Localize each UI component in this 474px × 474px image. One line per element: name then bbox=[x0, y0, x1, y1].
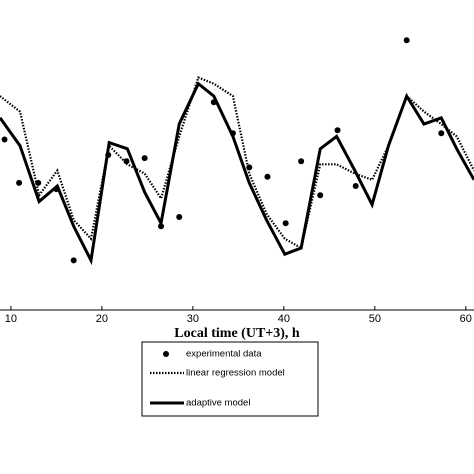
data-point bbox=[141, 155, 148, 162]
line-series bbox=[0, 81, 474, 266]
x-tick-label: 50 bbox=[369, 313, 381, 325]
data-point bbox=[298, 158, 305, 165]
data-point bbox=[403, 37, 410, 44]
data-point bbox=[70, 257, 77, 264]
x-tick-label: 10 bbox=[5, 313, 17, 325]
x-tick-label: 30 bbox=[187, 313, 199, 325]
legend-label: experimental data bbox=[186, 349, 262, 360]
data-point bbox=[334, 127, 341, 134]
data-point bbox=[176, 214, 183, 220]
legend-label: adaptive model bbox=[186, 398, 250, 409]
legend-marker bbox=[163, 351, 169, 357]
data-point bbox=[438, 130, 445, 137]
data-point bbox=[1, 136, 8, 143]
x-tick-label: 40 bbox=[278, 313, 290, 325]
x-axis-label: Local time (UT+3), h bbox=[174, 326, 300, 341]
x-tick-label: 20 bbox=[96, 313, 108, 325]
legend-label: linear regression model bbox=[186, 368, 285, 379]
data-point bbox=[317, 192, 324, 199]
data-point bbox=[16, 179, 23, 186]
data-point bbox=[123, 158, 130, 165]
x-tick-label: 60 bbox=[460, 313, 472, 325]
data-point bbox=[264, 173, 271, 180]
data-point bbox=[352, 183, 359, 189]
data-point bbox=[282, 220, 289, 227]
